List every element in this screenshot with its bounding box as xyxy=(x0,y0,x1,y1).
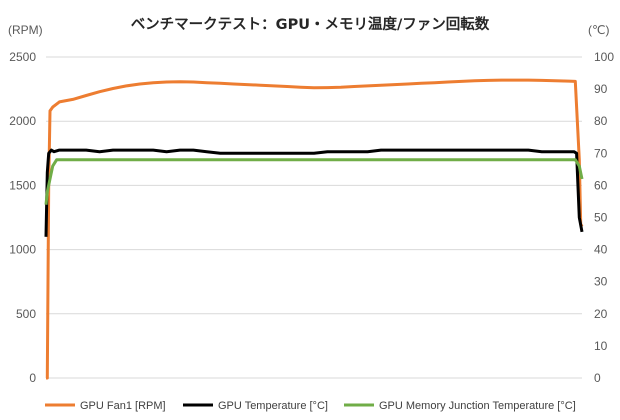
legend: GPU Fan1 [RPM] GPU Temperature [°C] GPU Me… xyxy=(45,400,576,412)
right-tick-label: 0 xyxy=(594,371,601,385)
right-tick-label: 20 xyxy=(594,307,608,321)
left-axis-unit: (RPM) xyxy=(8,23,43,37)
right-tick-label: 90 xyxy=(594,82,608,96)
series-lines xyxy=(44,78,584,380)
right-axis-ticks: 0 10 20 30 40 50 60 70 80 90 100 xyxy=(594,50,614,385)
right-tick-label: 70 xyxy=(594,146,608,160)
legend-label-2: GPU Memory Junction Temperature [°C] xyxy=(379,400,576,412)
right-tick-label: 60 xyxy=(594,178,608,192)
chart-title: ベンチマークテスト：GPU・メモリ温度/ファン回転数 xyxy=(131,15,490,33)
left-tick-label: 1000 xyxy=(9,243,36,257)
left-tick-label: 2000 xyxy=(9,114,36,128)
series-line-2 xyxy=(44,158,584,205)
left-tick-label: 1500 xyxy=(9,178,36,192)
legend-label-1: GPU Temperature [°C] xyxy=(218,400,328,412)
left-tick-label: 2500 xyxy=(9,50,36,64)
gridlines xyxy=(46,56,582,379)
right-tick-label: 40 xyxy=(594,243,608,257)
right-tick-label: 100 xyxy=(594,50,614,64)
left-axis-ticks: 0 500 1000 1500 2000 2500 xyxy=(9,50,36,385)
series-line-1 xyxy=(44,148,584,237)
left-tick-label: 0 xyxy=(29,371,36,385)
left-tick-label: 500 xyxy=(16,307,36,321)
right-axis-unit: (℃) xyxy=(588,23,609,37)
series-line-0 xyxy=(45,78,584,380)
legend-label-0: GPU Fan1 [RPM] xyxy=(80,400,166,412)
right-tick-label: 80 xyxy=(594,114,608,128)
right-tick-label: 30 xyxy=(594,275,608,289)
right-tick-label: 10 xyxy=(594,339,608,353)
right-tick-label: 50 xyxy=(594,211,608,225)
